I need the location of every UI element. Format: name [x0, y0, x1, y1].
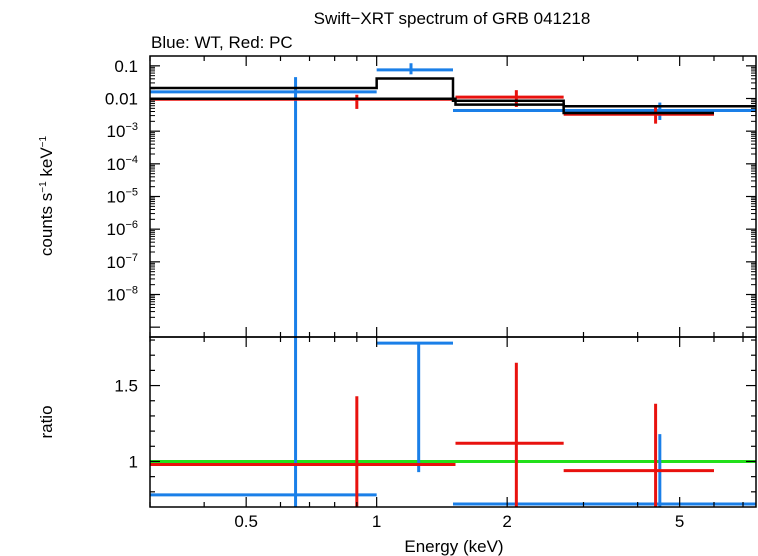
spectrum-marks: [150, 63, 756, 337]
spectrum-y-tick-label-7: 10−8: [107, 284, 138, 304]
ratio-axis-ticks: [149, 337, 756, 507]
spectrum-y-tick-label-3: 10−4: [107, 154, 138, 174]
x-tick-label-1: 1: [372, 512, 381, 531]
ratio-y-tick-label-0: 1: [129, 452, 138, 471]
spectrum-y-tick-label-0: 0.1: [114, 57, 138, 76]
y-label-counts: counts s: [37, 193, 56, 256]
y-tick-exp-5: −6: [125, 219, 138, 231]
y-label-kev: keV: [37, 147, 56, 182]
y-tick-exp-7: −8: [125, 284, 138, 296]
y-tick-base-7: 10: [107, 285, 126, 304]
y-tick-base-5: 10: [107, 220, 126, 239]
model-step-line-1: [150, 97, 714, 115]
y-tick-base-3: 10: [107, 155, 126, 174]
spectrum-y-tick-label-2: 10−3: [107, 121, 138, 141]
x-tick-label-2: 2: [502, 512, 511, 531]
spectrum-y-tick-label-4: 10−5: [107, 187, 138, 207]
x-tick-label-0: 0.5: [234, 512, 258, 531]
chart-title: Swift−XRT spectrum of GRB 041218: [314, 9, 591, 28]
x-axis-label: Energy (keV): [404, 537, 503, 556]
spectrum-y-tick-label-6: 10−7: [107, 252, 138, 272]
y-tick-exp-4: −5: [125, 187, 138, 199]
y-label-exp1: −1: [38, 181, 49, 193]
spectrum-y-tick-label-1: 0.01: [105, 90, 138, 109]
y-tick-base-6: 10: [107, 253, 126, 272]
y-label-exp2: −1: [38, 135, 49, 147]
spectrum-y-tick-label-5: 10−6: [107, 219, 138, 239]
y-tick-exp-3: −4: [125, 154, 138, 166]
y-tick-exp-6: −7: [125, 252, 138, 264]
ratio-marks: [150, 337, 756, 507]
ratio-y-axis-label: ratio: [37, 405, 56, 438]
ratio-y-tick-label-1: 1.5: [114, 377, 138, 396]
ratio-panel-frame: [149, 336, 757, 508]
x-tick-label-3: 5: [675, 512, 684, 531]
chart-subtitle: Blue: WT, Red: PC: [151, 33, 293, 52]
y-tick-base-2: 10: [107, 122, 126, 141]
y-tick-exp-2: −3: [125, 121, 138, 133]
tick-labels: 0.5 1 2 50.10.0110−310−410−510−610−710−811.…: [105, 57, 684, 531]
spectrum-y-axis-label: counts s−1 keV−1: [37, 135, 56, 256]
spectrum-axis-ticks: [149, 55, 756, 337]
y-tick-base-4: 10: [107, 188, 126, 207]
